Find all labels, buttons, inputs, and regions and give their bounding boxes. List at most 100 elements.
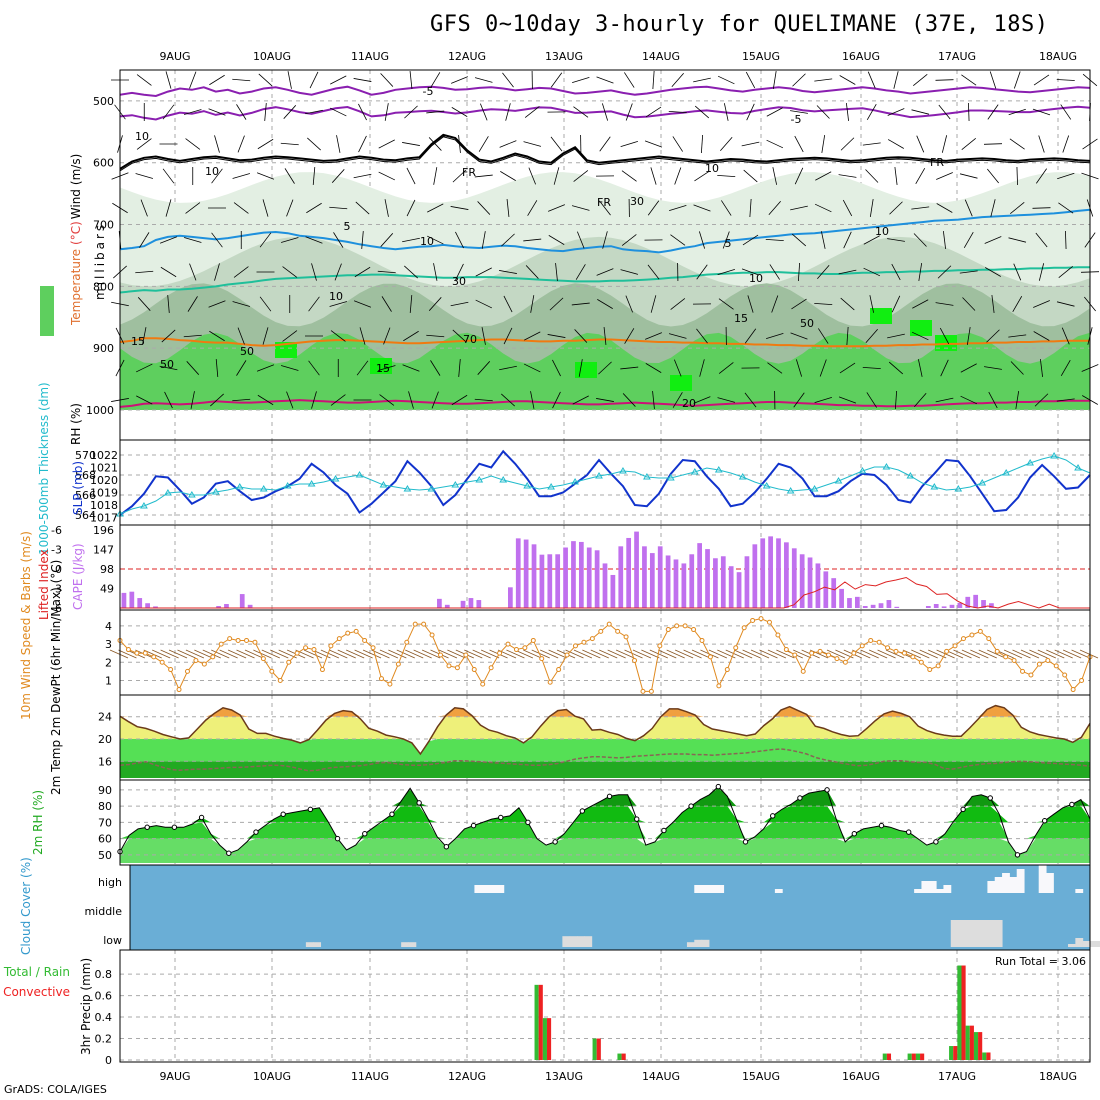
precip-total-bar: [982, 1052, 987, 1060]
thickness-marker: [523, 482, 532, 489]
wind10-ylabel: 10m Wind Speed & Barbs (m/s): [19, 531, 33, 720]
wind-barb: [209, 74, 225, 86]
cloud-ylabel: Cloud Cover (%): [19, 857, 33, 955]
wind-barb: [597, 299, 613, 309]
precip-total-bar: [542, 1018, 547, 1060]
wind-barb: [959, 173, 978, 179]
wind-barb: [162, 168, 175, 184]
wind-speed-marker: [176, 687, 182, 693]
thickness-marker: [930, 483, 939, 490]
wind-barb: [744, 328, 757, 344]
cloud-level-label: low: [103, 934, 122, 947]
wind-barb: [1008, 108, 1026, 116]
wind-barb: [136, 395, 153, 405]
low-cloud-block: [313, 942, 322, 947]
wind-barb: [596, 76, 614, 84]
wind-barb: [816, 105, 830, 119]
wind-speed-marker: [463, 652, 469, 658]
rh-tick: 60: [98, 833, 112, 846]
wind-barb-10m: [615, 649, 635, 659]
cape-bar: [705, 549, 710, 608]
rh-marker: [362, 831, 368, 837]
precip-convective-bar: [961, 965, 966, 1060]
cloud-label: Cloud Cover (%): [19, 857, 33, 955]
thickness-marker: [810, 485, 819, 492]
wind-barb-10m: [860, 649, 879, 659]
wind-barb-10m: [396, 649, 415, 659]
panel-frame: [119, 949, 1091, 1063]
wind-speed-marker: [429, 632, 435, 638]
wind-barb: [668, 333, 687, 339]
wind-barb: [839, 75, 856, 85]
wind-barb: [358, 103, 367, 121]
wind-barb: [1038, 263, 1045, 281]
wind-barb: [769, 264, 780, 280]
wind-barb: [959, 270, 978, 274]
high-cloud-block: [943, 885, 952, 893]
wind-speed-marker: [699, 637, 705, 643]
wind-barb-10m: [244, 649, 264, 659]
wind-barb: [723, 103, 729, 121]
wind-barb: [426, 235, 444, 245]
wind-barb: [208, 300, 226, 308]
wind-barb: [888, 139, 904, 149]
thickness-marker: [259, 485, 268, 492]
wind10-label: 10m Wind Speed & Barbs (m/s): [19, 531, 33, 720]
rh-marker: [579, 808, 586, 814]
wind-barb: [819, 359, 827, 377]
wind-barb-10m: [438, 649, 458, 659]
rh-marker: [878, 822, 885, 829]
low-cloud-block: [569, 936, 578, 947]
wind-barb: [210, 393, 224, 407]
wind-barb: [652, 391, 655, 409]
precip-convective-bar: [546, 1018, 552, 1060]
wind-barb: [259, 296, 272, 312]
wind-barb: [378, 139, 395, 149]
wind-speed-marker: [977, 628, 983, 634]
wind-barb: [767, 362, 783, 374]
legend-convective: Convective: [3, 985, 70, 999]
wind-barb-10m: [362, 649, 382, 659]
wind-barb: [766, 139, 784, 149]
wind-speed-marker: [927, 667, 933, 673]
cape-bar: [681, 563, 687, 608]
cape-bar: [657, 546, 663, 608]
wind-barb: [162, 104, 175, 120]
high-cloud-block: [936, 889, 944, 893]
high-cloud-block: [1016, 869, 1025, 893]
chart-title: GFS 0~10day 3-hourly for QUELIMANE (37E,…: [430, 12, 1049, 37]
wind-barb-10m: [691, 649, 711, 659]
cape-bar: [949, 604, 955, 608]
high-cloud-block: [914, 889, 922, 893]
wind-speed-marker: [1036, 661, 1042, 667]
precip-tick: 0.8: [95, 968, 113, 981]
isotherm-line: [119, 399, 1090, 408]
wind-barb: [1010, 361, 1024, 375]
wind-speed-marker: [952, 643, 958, 649]
cloud-level-label: high: [98, 876, 122, 889]
wind-speed-marker: [716, 683, 722, 689]
wind-barb: [620, 366, 639, 370]
wind-barb: [1032, 108, 1051, 116]
wind-barb: [935, 79, 954, 81]
wind-speed-marker: [1028, 672, 1034, 678]
cape-bar: [933, 604, 939, 608]
wind-speed-marker: [792, 652, 798, 658]
rh-contour-label: 70: [463, 333, 477, 346]
thickness-tick: 570: [75, 449, 96, 462]
cape-bar: [460, 600, 466, 608]
wind-barb: [256, 364, 275, 372]
high-cloud-block: [701, 885, 710, 893]
wind-speed-marker: [783, 647, 789, 653]
contour-label: 10: [329, 290, 343, 303]
wind-barb-10m: [759, 649, 778, 659]
wind-barb: [190, 391, 195, 409]
wind-barb: [380, 73, 394, 87]
wind-barb: [820, 231, 826, 249]
wind-barb: [869, 295, 875, 313]
wind-barb: [577, 231, 585, 249]
wind-speed-marker: [834, 656, 840, 662]
wind-barb: [650, 167, 657, 185]
wind-barb: [1038, 135, 1045, 153]
cape-tick: 147: [93, 544, 114, 557]
